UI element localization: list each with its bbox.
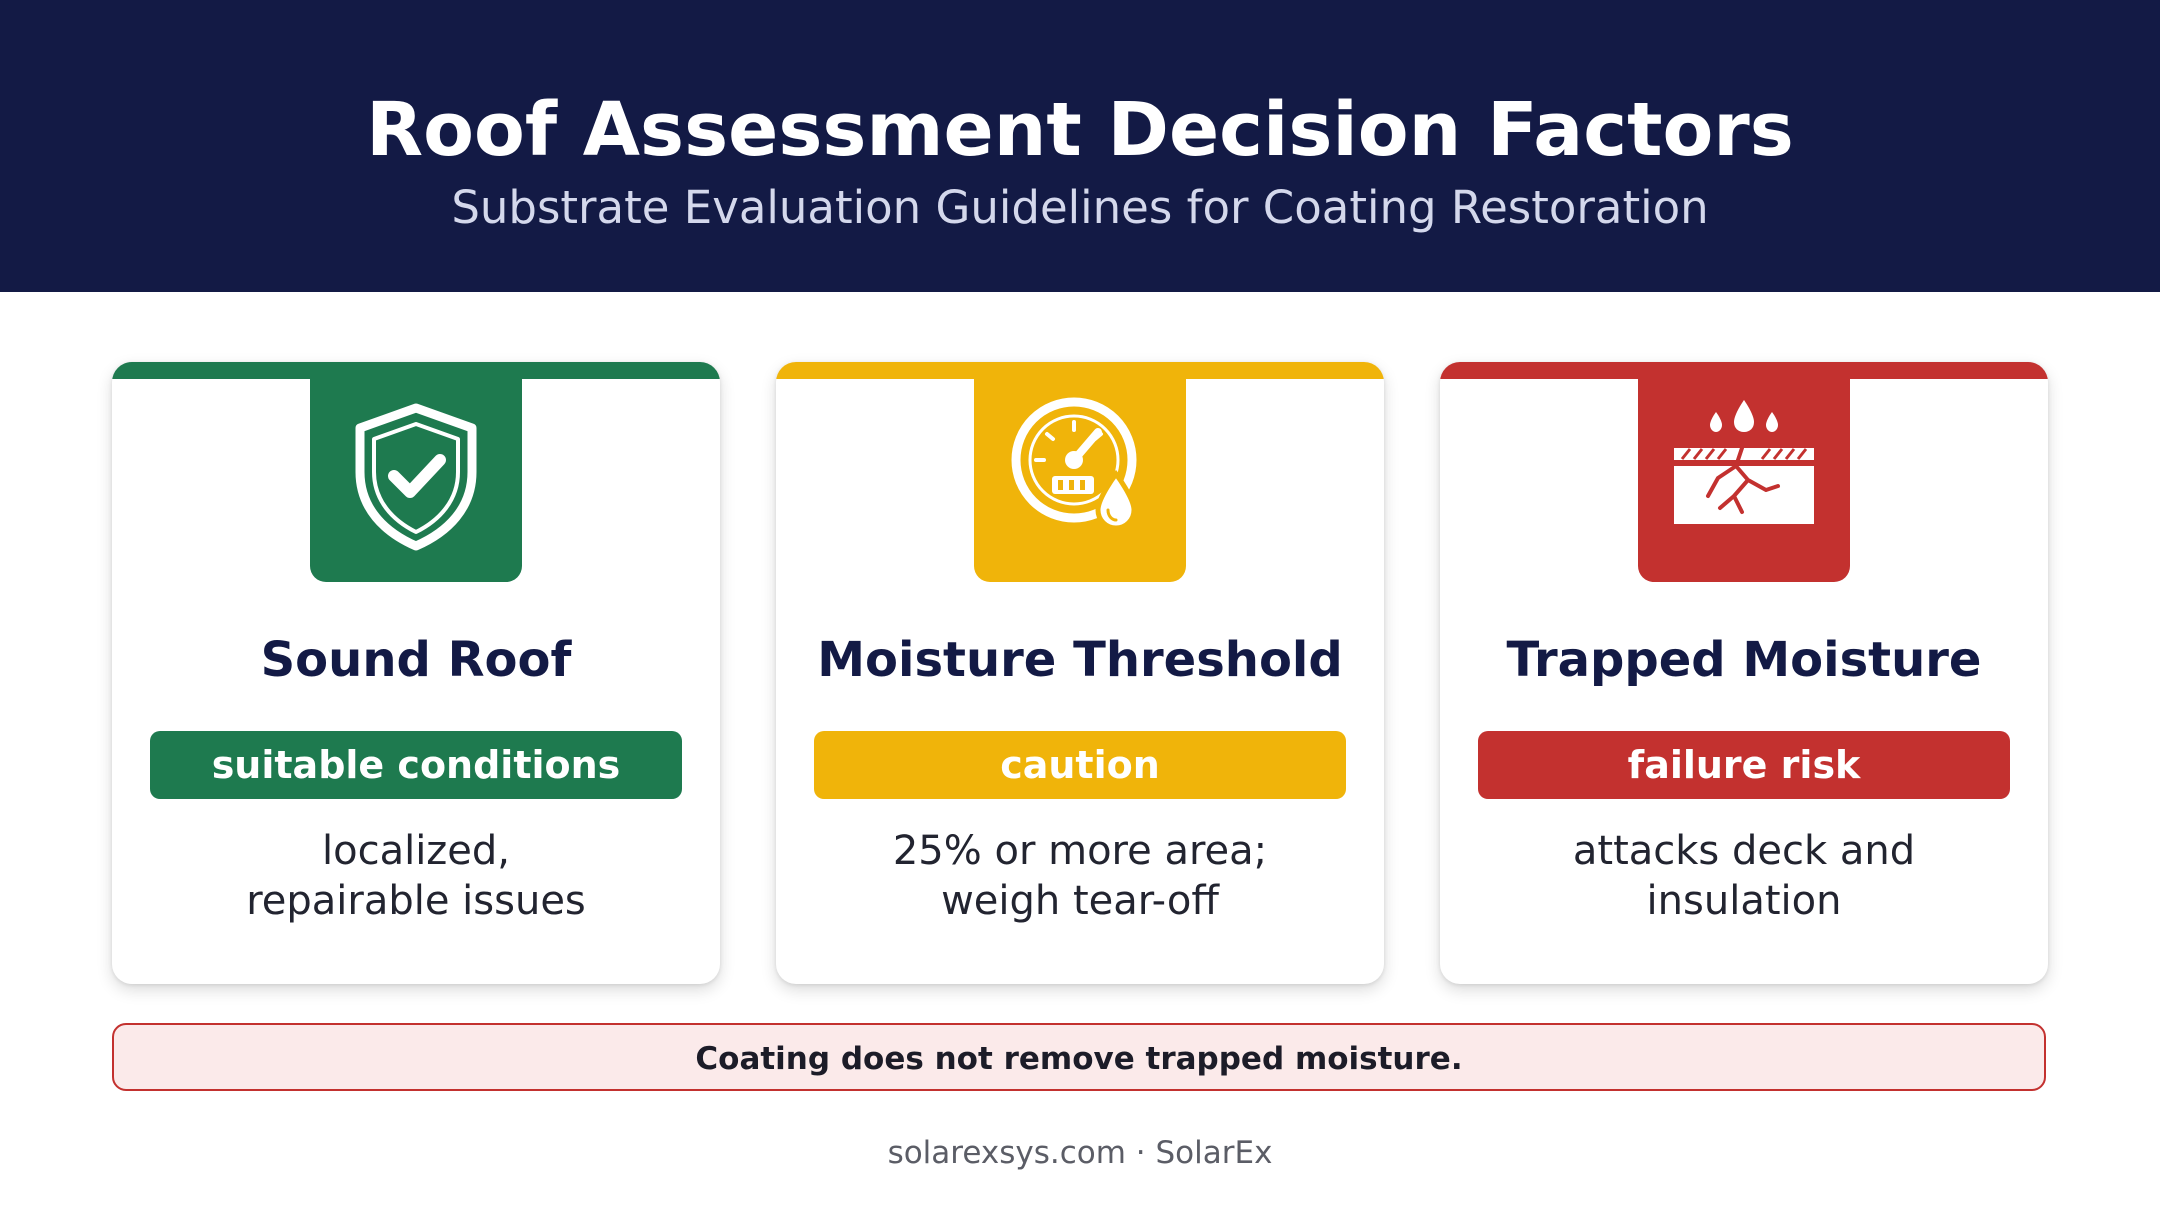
icon-tab bbox=[1638, 362, 1850, 582]
footer-credit: solarexsys.com · SolarEx bbox=[887, 1135, 1273, 1171]
moisture-gauge-icon bbox=[1011, 397, 1137, 531]
description-line: attacks deck and bbox=[1572, 828, 1916, 874]
card-sound-roof: Sound Roof suitable conditions localized… bbox=[112, 362, 720, 984]
status-badge: suitable conditions bbox=[150, 731, 682, 799]
icon-tab bbox=[974, 362, 1186, 582]
description-line: 25% or more area; bbox=[892, 828, 1268, 874]
page-subtitle: Substrate Evaluation Guidelines for Coat… bbox=[451, 181, 1709, 234]
description-line: localized, bbox=[321, 828, 511, 874]
status-badge: caution bbox=[814, 731, 1346, 799]
card-description: localized, repairable issues bbox=[132, 826, 700, 926]
card-moisture-threshold: Moisture Threshold caution 25% or more a… bbox=[776, 362, 1384, 984]
notice-banner: Coating does not remove trapped moisture… bbox=[112, 1023, 2046, 1091]
card-trapped-moisture: Trapped Moisture failure risk attacks de… bbox=[1440, 362, 2048, 984]
description-line: repairable issues bbox=[246, 878, 586, 924]
card-title: Sound Roof bbox=[260, 632, 572, 688]
page-title: Roof Assessment Decision Factors bbox=[366, 87, 1794, 173]
card-description: attacks deck and insulation bbox=[1460, 826, 2028, 926]
icon-tab bbox=[310, 362, 522, 582]
header-banner: Roof Assessment Decision Factors Substra… bbox=[0, 0, 2160, 292]
shield-check-icon bbox=[355, 403, 477, 551]
card-description: 25% or more area; weigh tear-off bbox=[796, 826, 1364, 926]
card-title: Moisture Threshold bbox=[817, 632, 1343, 688]
cracked-deck-drops-icon bbox=[1674, 400, 1814, 524]
card-title: Trapped Moisture bbox=[1506, 632, 1982, 688]
status-badge: failure risk bbox=[1478, 731, 2010, 799]
description-line: insulation bbox=[1646, 878, 1842, 924]
description-line: weigh tear-off bbox=[941, 878, 1219, 924]
